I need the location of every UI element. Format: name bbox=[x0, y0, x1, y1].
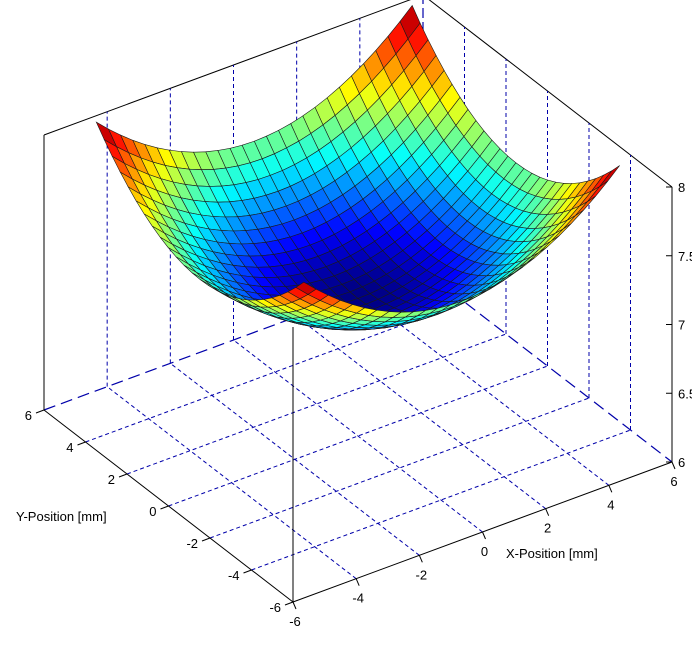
x-axis-label: X-Position [mm] bbox=[506, 546, 598, 561]
y-tick-label: 4 bbox=[66, 440, 73, 455]
y-tick bbox=[160, 505, 169, 510]
x-tick bbox=[608, 485, 613, 493]
x-tick bbox=[292, 601, 297, 610]
x-tick-label: -2 bbox=[416, 567, 428, 582]
x-tick-label: 6 bbox=[670, 474, 677, 489]
z-tick-label: 6 bbox=[678, 455, 685, 470]
x-tick-label: -6 bbox=[289, 614, 301, 629]
x-tick bbox=[671, 461, 676, 470]
z-tick-label: 6.5 bbox=[678, 386, 692, 401]
floor-grid-line bbox=[209, 397, 590, 539]
y-tick-label: -2 bbox=[186, 536, 198, 551]
floor-grid-line bbox=[126, 333, 507, 475]
floor-grid bbox=[85, 292, 631, 580]
x-tick bbox=[482, 531, 486, 540]
x-tick-label: 0 bbox=[481, 544, 488, 559]
surface-mesh bbox=[95, 4, 620, 331]
y-tick bbox=[201, 537, 211, 542]
y-tick bbox=[118, 473, 128, 478]
floor-grid-line bbox=[233, 339, 483, 533]
y-axis-label: Y-Position [mm] bbox=[16, 509, 107, 524]
surface-facet bbox=[295, 281, 317, 295]
z-tick-label: 8 bbox=[678, 180, 685, 195]
y-tick-label: -4 bbox=[228, 568, 240, 583]
z-tick-label: 7.5 bbox=[678, 249, 692, 264]
x-tick-label: 2 bbox=[544, 521, 551, 536]
x-tick bbox=[545, 508, 550, 516]
x-tick bbox=[355, 578, 360, 586]
floor-grid-line bbox=[106, 386, 357, 580]
floor-grid-line bbox=[85, 301, 465, 443]
x-tick bbox=[418, 555, 423, 563]
y-tick bbox=[284, 601, 294, 606]
x-tick-label: 4 bbox=[607, 497, 614, 512]
y-tick-label: 6 bbox=[25, 408, 32, 423]
x-tick-label: -4 bbox=[352, 591, 364, 606]
y-tick-label: -6 bbox=[269, 600, 281, 615]
y-tick bbox=[77, 441, 86, 446]
y-tick bbox=[243, 569, 252, 574]
floor-grid-line bbox=[168, 365, 548, 507]
z-tick-label: 7 bbox=[678, 318, 685, 333]
y-tick-label: 2 bbox=[108, 472, 115, 487]
y-tick bbox=[35, 409, 45, 414]
y-tick-label: 0 bbox=[149, 504, 156, 519]
floor-grid-line bbox=[251, 429, 631, 571]
